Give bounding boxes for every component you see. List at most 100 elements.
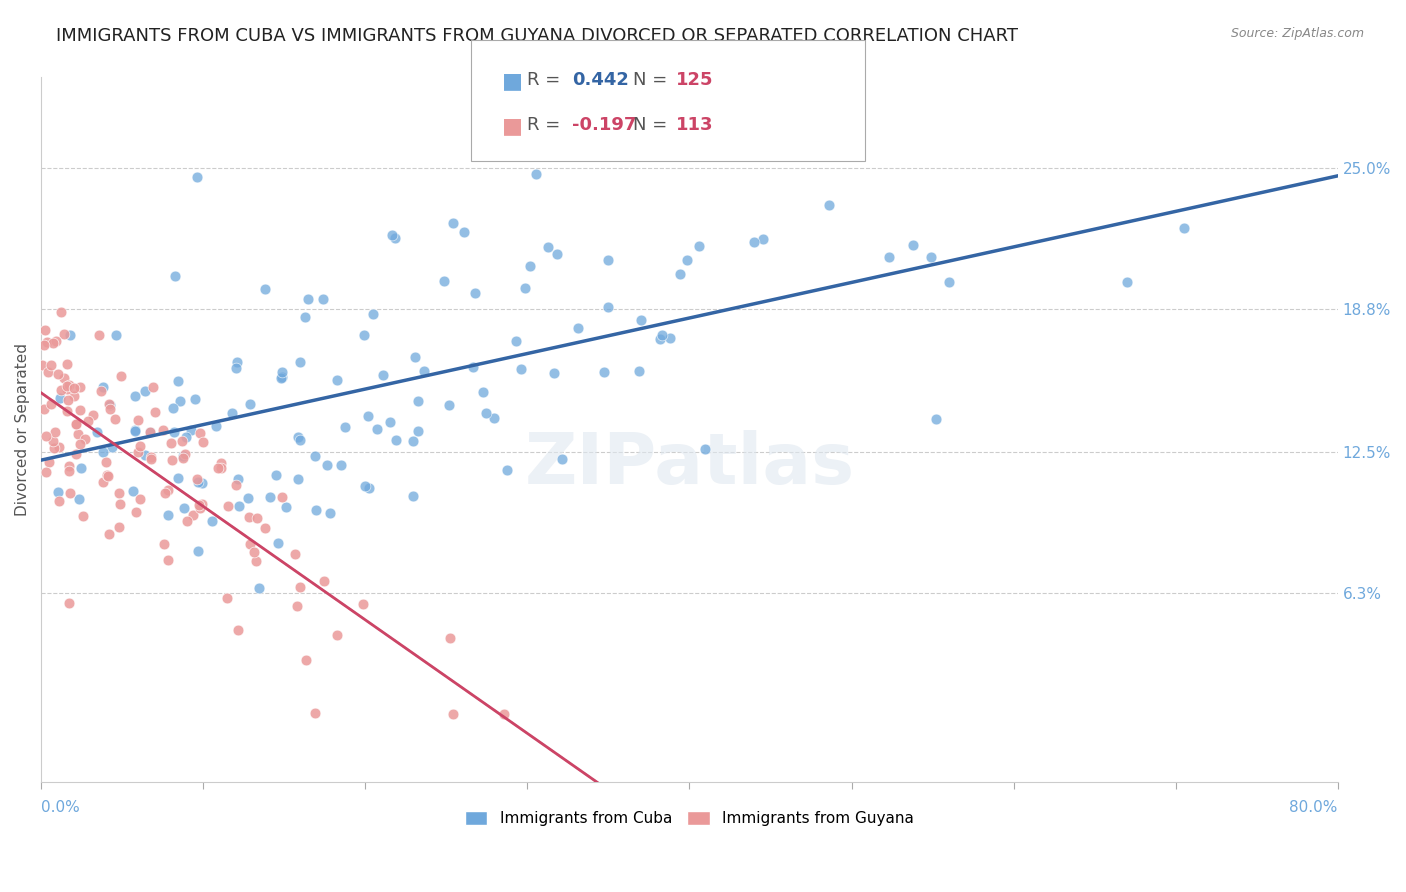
Immigrants from Guyana xyxy=(312,574,335,588)
Immigrants from Cuba xyxy=(247,581,270,595)
Text: R =: R = xyxy=(527,71,567,89)
Immigrants from Guyana xyxy=(31,359,53,373)
Legend: Immigrants from Cuba, Immigrants from Guyana: Immigrants from Cuba, Immigrants from Gu… xyxy=(457,804,922,834)
Immigrants from Cuba xyxy=(287,472,309,486)
Immigrants from Cuba xyxy=(270,371,292,385)
Immigrants from Cuba xyxy=(353,327,375,342)
Immigrants from Guyana xyxy=(188,500,211,515)
Immigrants from Guyana xyxy=(58,459,80,474)
Immigrants from Guyana xyxy=(56,392,79,407)
Immigrants from Guyana xyxy=(44,425,66,439)
Immigrants from Guyana xyxy=(238,510,260,524)
Immigrants from Cuba xyxy=(461,359,484,374)
Immigrants from Cuba xyxy=(537,240,560,254)
Immigrants from Guyana xyxy=(127,445,149,459)
Immigrants from Cuba xyxy=(543,367,565,381)
Immigrants from Guyana xyxy=(98,526,121,541)
Immigrants from Cuba xyxy=(668,268,690,282)
Immigrants from Guyana xyxy=(56,357,79,371)
Immigrants from Cuba xyxy=(225,360,247,375)
Immigrants from Cuba xyxy=(315,458,337,472)
Immigrants from Cuba xyxy=(226,472,249,486)
Immigrants from Cuba xyxy=(288,355,311,369)
Immigrants from Cuba xyxy=(312,292,335,306)
Immigrants from Guyana xyxy=(45,334,67,349)
Text: ■: ■ xyxy=(502,116,523,136)
Immigrants from Cuba xyxy=(751,232,773,246)
Text: 113: 113 xyxy=(676,116,714,134)
Immigrants from Guyana xyxy=(98,402,121,417)
Text: N =: N = xyxy=(633,71,672,89)
Immigrants from Cuba xyxy=(901,237,924,252)
Immigrants from Guyana xyxy=(176,514,198,528)
Immigrants from Cuba xyxy=(226,355,249,369)
Immigrants from Cuba xyxy=(546,247,568,261)
Immigrants from Guyana xyxy=(49,305,72,319)
Immigrants from Cuba xyxy=(190,476,212,491)
Immigrants from Guyana xyxy=(288,580,311,594)
Immigrants from Guyana xyxy=(285,599,308,613)
Immigrants from Cuba xyxy=(305,503,328,517)
Immigrants from Cuba xyxy=(124,425,146,439)
Immigrants from Cuba xyxy=(551,451,574,466)
Immigrants from Cuba xyxy=(404,350,426,364)
Text: ZIPatlas: ZIPatlas xyxy=(524,430,855,500)
Immigrants from Guyana xyxy=(207,460,229,475)
Immigrants from Cuba xyxy=(1173,220,1195,235)
Immigrants from Guyana xyxy=(69,379,91,393)
Immigrants from Cuba xyxy=(91,445,114,459)
Immigrants from Guyana xyxy=(35,428,58,442)
Immigrants from Cuba xyxy=(156,508,179,523)
Immigrants from Cuba xyxy=(693,442,716,457)
Immigrants from Guyana xyxy=(172,451,194,466)
Immigrants from Cuba xyxy=(359,481,381,495)
Text: N =: N = xyxy=(633,116,672,134)
Immigrants from Guyana xyxy=(441,706,464,721)
Immigrants from Guyana xyxy=(58,597,80,611)
Immigrants from Cuba xyxy=(628,364,651,378)
Immigrants from Guyana xyxy=(59,485,82,500)
Immigrants from Cuba xyxy=(402,489,425,503)
Immigrants from Cuba xyxy=(406,424,429,438)
Text: IMMIGRANTS FROM CUBA VS IMMIGRANTS FROM GUYANA DIVORCED OR SEPARATED CORRELATION: IMMIGRANTS FROM CUBA VS IMMIGRANTS FROM … xyxy=(56,27,1018,45)
Immigrants from Guyana xyxy=(352,597,374,611)
Immigrants from Guyana xyxy=(90,384,112,398)
Text: 0.0%: 0.0% xyxy=(41,800,80,814)
Immigrants from Guyana xyxy=(72,509,94,524)
Immigrants from Cuba xyxy=(270,370,292,384)
Immigrants from Cuba xyxy=(183,392,205,407)
Immigrants from Cuba xyxy=(441,216,464,230)
Immigrants from Guyana xyxy=(97,469,120,483)
Immigrants from Guyana xyxy=(153,486,176,500)
Immigrants from Guyana xyxy=(42,335,65,350)
Immigrants from Guyana xyxy=(191,497,214,511)
Immigrants from Cuba xyxy=(239,396,262,410)
Immigrants from Guyana xyxy=(65,447,87,461)
Immigrants from Cuba xyxy=(187,475,209,489)
Immigrants from Cuba xyxy=(482,410,505,425)
Immigrants from Guyana xyxy=(110,368,132,383)
Immigrants from Guyana xyxy=(55,378,77,392)
Immigrants from Cuba xyxy=(101,440,124,454)
Immigrants from Cuba xyxy=(124,388,146,402)
Immigrants from Guyana xyxy=(42,441,65,455)
Immigrants from Guyana xyxy=(38,455,60,469)
Immigrants from Guyana xyxy=(34,322,56,336)
Immigrants from Cuba xyxy=(920,250,942,264)
Immigrants from Cuba xyxy=(91,380,114,394)
Immigrants from Cuba xyxy=(877,250,900,264)
Text: 125: 125 xyxy=(676,71,714,89)
Immigrants from Cuba xyxy=(134,384,156,398)
Immigrants from Cuba xyxy=(294,310,316,324)
Immigrants from Cuba xyxy=(259,490,281,504)
Immigrants from Cuba xyxy=(253,282,276,296)
Immigrants from Cuba xyxy=(354,479,377,493)
Immigrants from Guyana xyxy=(128,491,150,506)
Text: -0.197: -0.197 xyxy=(572,116,637,134)
Immigrants from Cuba xyxy=(676,253,699,268)
Immigrants from Cuba xyxy=(169,394,191,409)
Immigrants from Guyana xyxy=(66,426,89,441)
Immigrants from Guyana xyxy=(96,467,118,482)
Immigrants from Cuba xyxy=(167,374,190,388)
Immigrants from Guyana xyxy=(94,455,117,469)
